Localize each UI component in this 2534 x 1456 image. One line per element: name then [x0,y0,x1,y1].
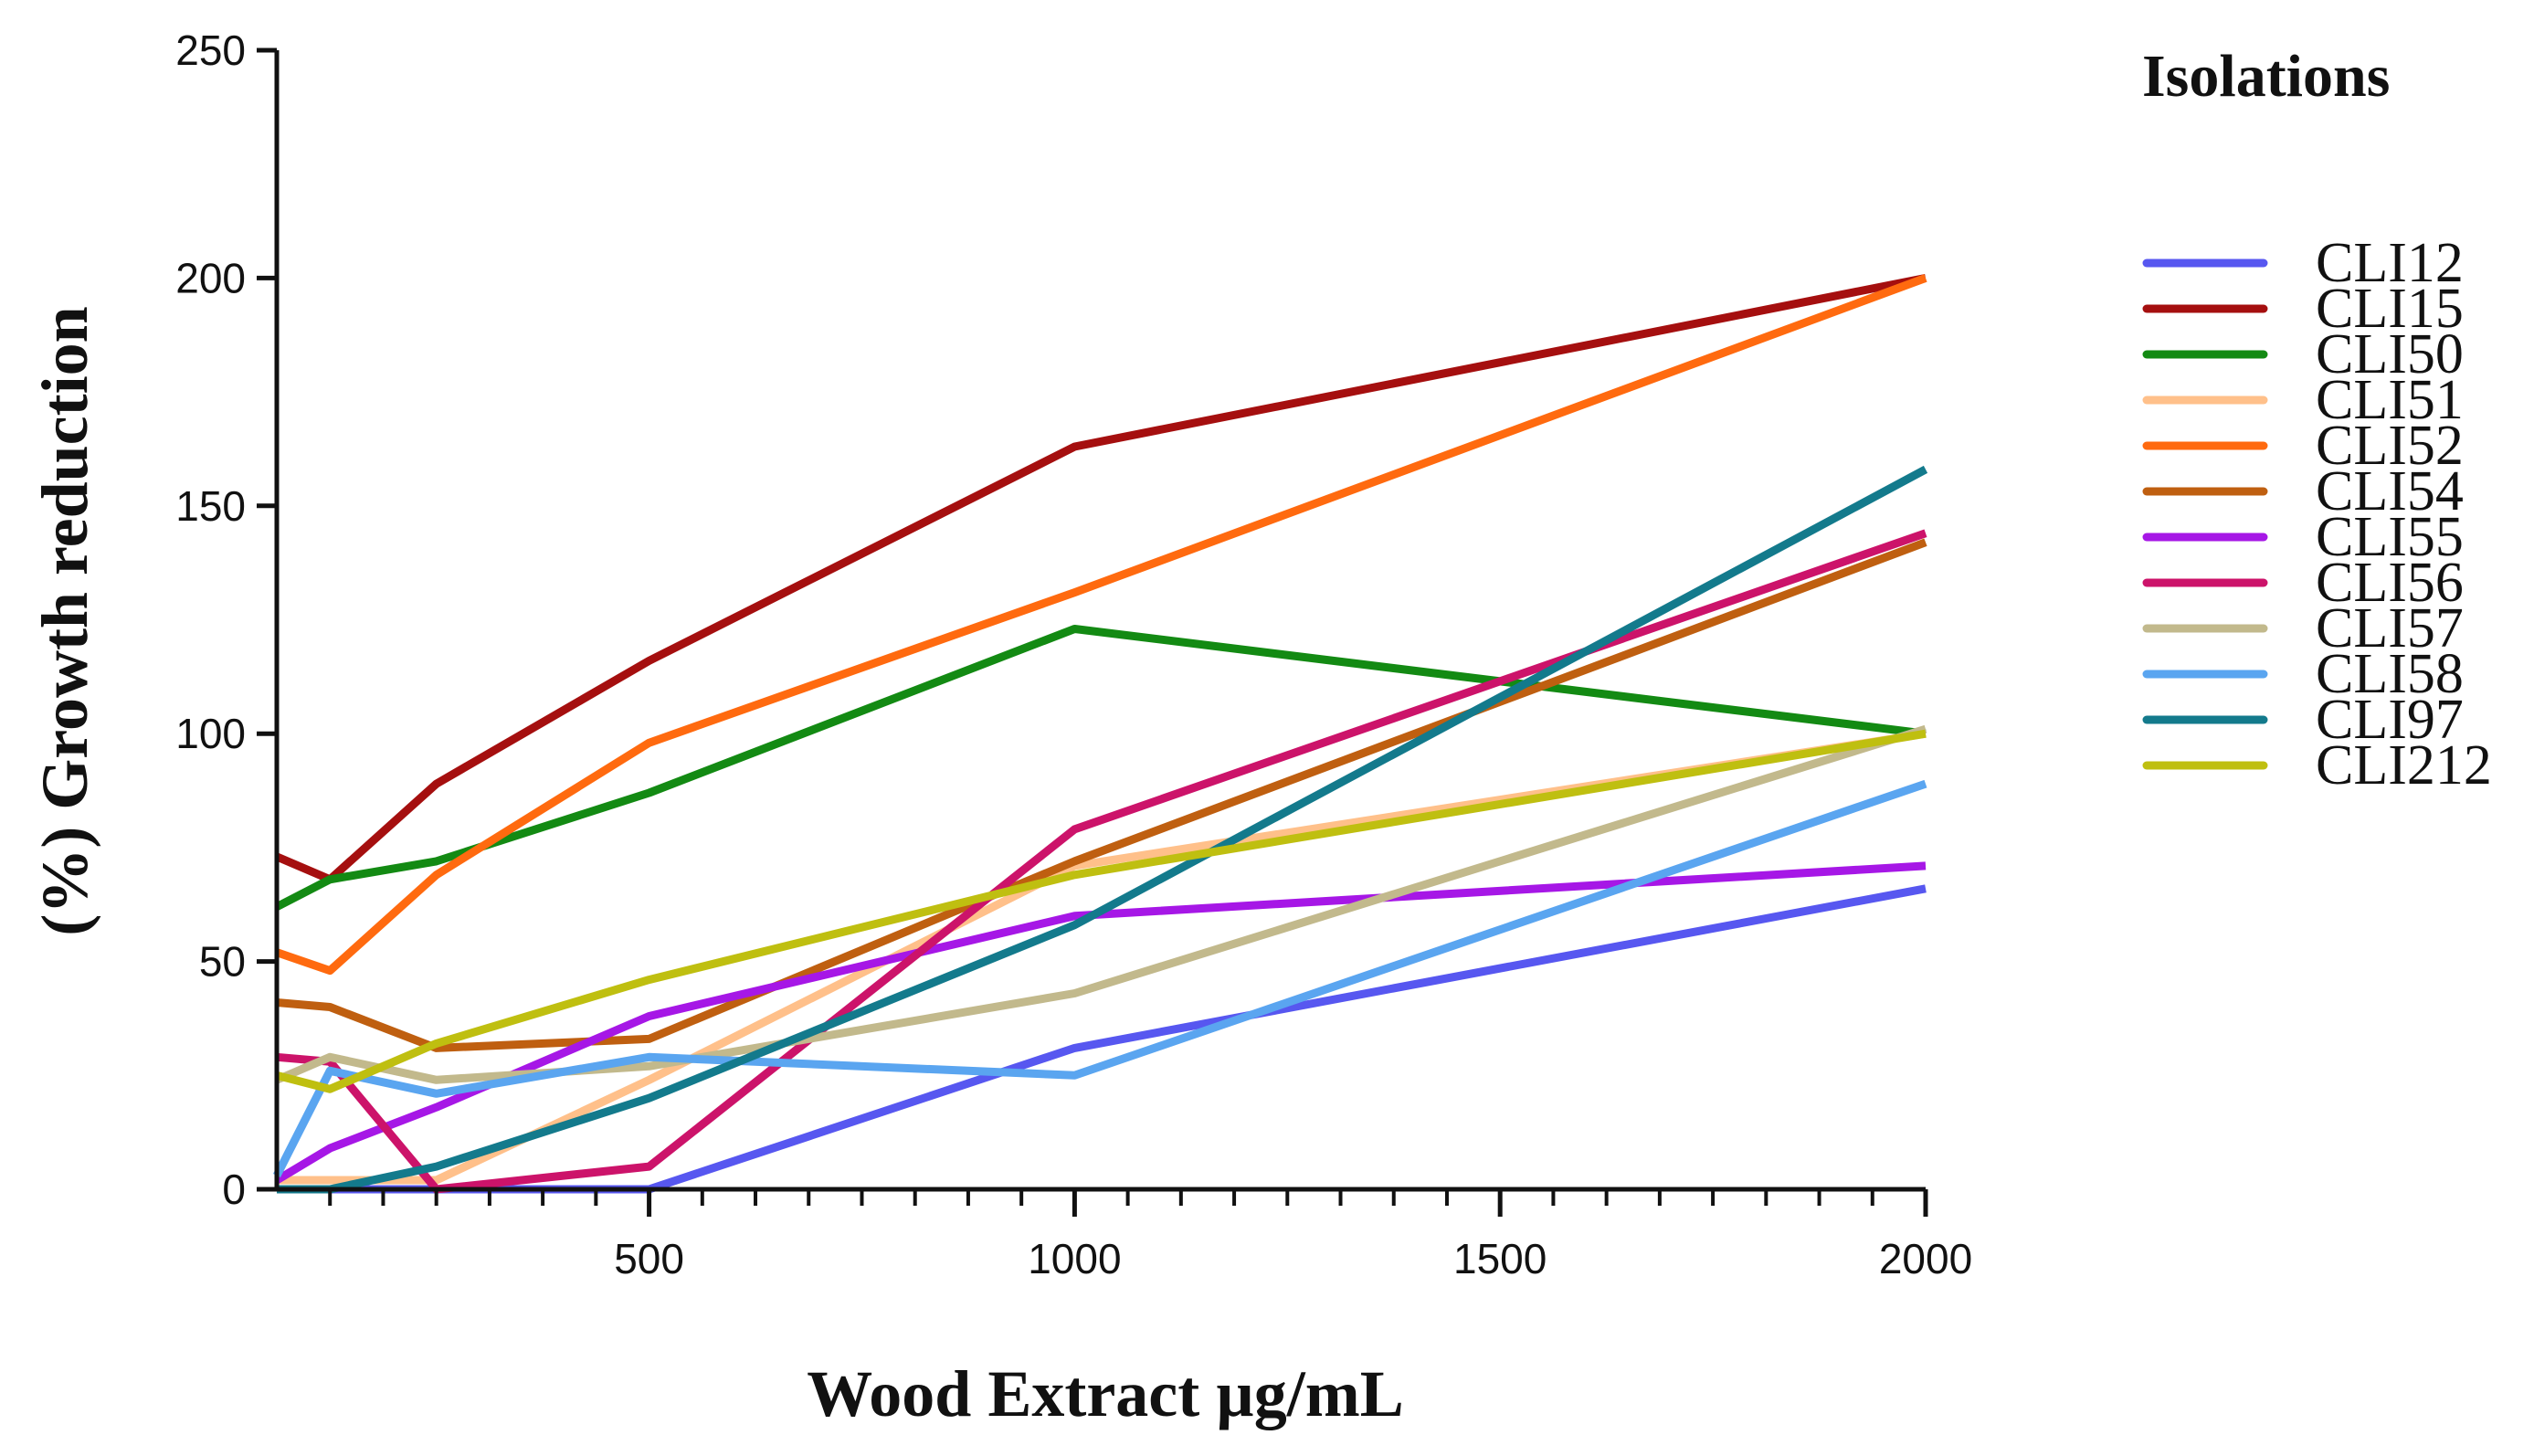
legend-label: CLI57 [2316,597,2464,659]
axes [274,50,1926,1192]
y-tick-label: 200 [175,254,246,301]
legend-label: CLI15 [2316,278,2464,340]
legend-label: CLI55 [2316,506,2464,568]
legend-label: CLI50 [2316,323,2464,385]
legend-item-cli15: CLI15 [2142,278,2464,340]
series-line-cli50 [274,625,1927,911]
series-line-cli12 [277,884,1927,1194]
series-line-cli58 [272,779,1927,1178]
series-line-cli57 [275,724,1927,1084]
y-tick-label: 250 [175,26,246,74]
y-tick-label: 0 [222,1166,246,1213]
series-line-cli212 [275,729,1927,1093]
x-tick-label: 2000 [1879,1235,1972,1282]
legend-item-cli50: CLI50 [2142,323,2464,385]
legend-item-cli57: CLI57 [2142,597,2464,659]
legend-label: CLI12 [2316,232,2464,294]
y-tick-label: 150 [175,482,246,530]
legend-label: CLI54 [2316,460,2464,522]
x-axis-title: Wood Extract µg/mL [807,1357,1403,1430]
legend-item-cli51: CLI51 [2142,369,2464,431]
y-tick-label: 50 [199,938,246,986]
legend-item-cli212: CLI212 [2142,734,2492,797]
y-axis-title: (%) Growth reduction [28,306,101,935]
legend-label: CLI58 [2316,643,2464,705]
legend-title: Isolations [2142,43,2390,110]
series-lines [272,273,1928,1194]
legend-item-cli12: CLI12 [2142,232,2464,294]
legend-item-cli56: CLI56 [2142,552,2464,614]
legend-item-cli55: CLI55 [2142,506,2464,568]
x-tick-label: 500 [614,1235,684,1282]
series-line-cli54 [276,538,1927,1052]
x-tick-label: 1500 [1453,1235,1547,1282]
legend-label: CLI52 [2316,415,2464,477]
legend-item-cli58: CLI58 [2142,643,2464,705]
series-line-cli15 [275,273,1927,884]
legend-label: CLI51 [2316,369,2464,431]
legend-item-cli97: CLI97 [2142,689,2464,751]
legend-item-cli54: CLI54 [2142,460,2464,522]
series-line-cli51 [277,729,1927,1185]
x-tick-label: 1000 [1028,1235,1121,1282]
legend-label: CLI56 [2316,552,2464,614]
series-line-cli52 [275,274,1927,976]
legend-label: CLI97 [2316,689,2464,751]
legend-item-cli52: CLI52 [2142,415,2464,477]
series-line-cli55 [274,861,1927,1184]
legend: CLI12CLI15CLI50CLI51CLI52CLI54CLI55CLI56… [2142,232,2492,797]
y-tick-label: 100 [175,710,246,757]
legend-label: CLI212 [2316,734,2492,797]
